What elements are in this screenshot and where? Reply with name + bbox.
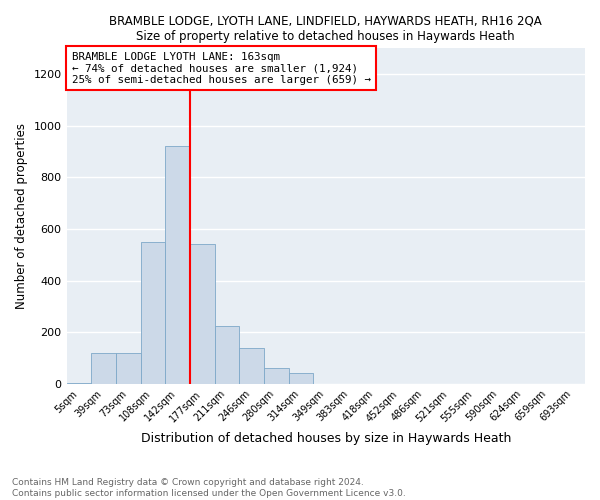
Bar: [215, 326, 239, 384]
Bar: [239, 348, 264, 384]
Bar: [289, 374, 313, 384]
Bar: [116, 353, 140, 384]
Bar: [190, 244, 215, 384]
Bar: [91, 353, 116, 384]
Title: BRAMBLE LODGE, LYOTH LANE, LINDFIELD, HAYWARDS HEATH, RH16 2QA
Size of property : BRAMBLE LODGE, LYOTH LANE, LINDFIELD, HA…: [109, 15, 542, 43]
Bar: [264, 368, 289, 384]
Y-axis label: Number of detached properties: Number of detached properties: [15, 123, 28, 309]
X-axis label: Distribution of detached houses by size in Haywards Heath: Distribution of detached houses by size …: [140, 432, 511, 445]
Text: Contains HM Land Registry data © Crown copyright and database right 2024.
Contai: Contains HM Land Registry data © Crown c…: [12, 478, 406, 498]
Text: BRAMBLE LODGE LYOTH LANE: 163sqm
← 74% of detached houses are smaller (1,924)
25: BRAMBLE LODGE LYOTH LANE: 163sqm ← 74% o…: [72, 52, 371, 85]
Bar: [67, 382, 91, 384]
Bar: [165, 146, 190, 384]
Bar: [140, 242, 165, 384]
